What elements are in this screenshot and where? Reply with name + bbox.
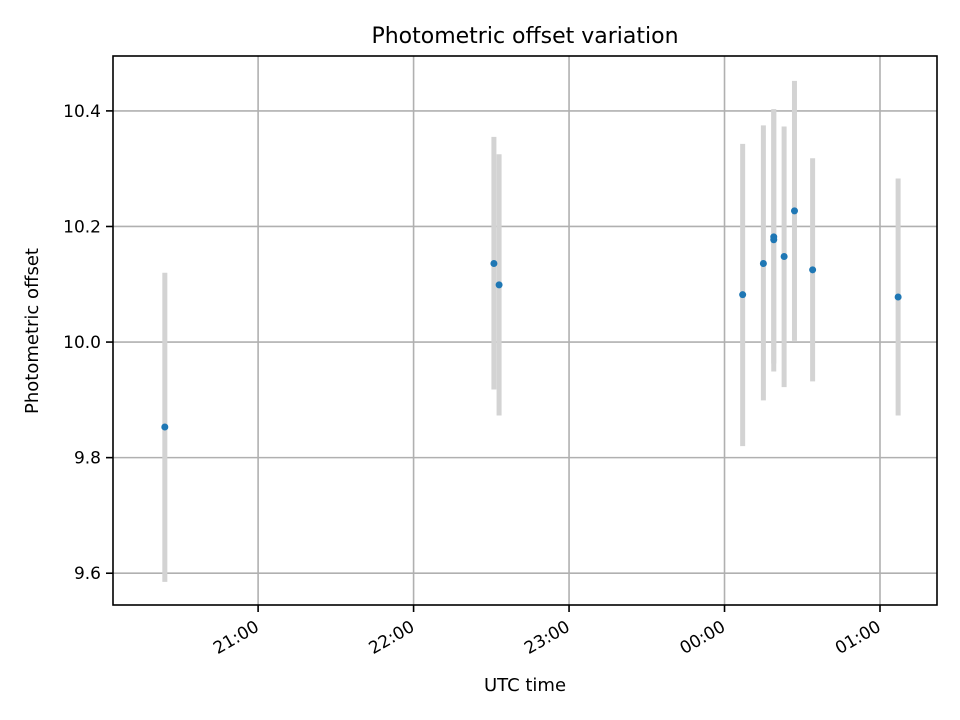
data-point bbox=[894, 293, 902, 301]
y-axis-ticks: 9.6 9.8 10.0 10.2 10.4 bbox=[63, 102, 113, 584]
data-point bbox=[790, 207, 798, 215]
data-point bbox=[739, 291, 747, 299]
plot-frame bbox=[112, 55, 938, 606]
x-axis-label: UTC time bbox=[484, 675, 566, 696]
x-tick-label: 00:00 bbox=[677, 617, 729, 659]
y-axis-label: Photometric offset bbox=[22, 248, 43, 414]
data-point bbox=[770, 233, 778, 241]
y-tick-label: 9.8 bbox=[74, 449, 101, 469]
y-tick-label: 9.6 bbox=[74, 564, 101, 584]
y-tick-label: 10.0 bbox=[63, 333, 101, 353]
x-tick-label: 21:00 bbox=[210, 617, 262, 659]
x-tick-label: 22:00 bbox=[366, 617, 418, 659]
data-point bbox=[495, 281, 503, 289]
data-point bbox=[780, 253, 788, 261]
grid-lines bbox=[113, 56, 937, 605]
x-tick-label: 01:00 bbox=[832, 617, 884, 659]
x-axis-ticks: 21:00 22:00 23:00 00:00 01:00 bbox=[210, 605, 884, 659]
chart-title: Photometric offset variation bbox=[371, 24, 678, 49]
y-tick-label: 10.2 bbox=[63, 217, 101, 237]
x-tick-label: 23:00 bbox=[521, 617, 573, 659]
data-point bbox=[161, 423, 169, 431]
y-tick-label: 10.4 bbox=[63, 102, 101, 122]
data-points bbox=[161, 207, 902, 431]
data-point bbox=[759, 259, 767, 267]
error-bars bbox=[162, 80, 901, 582]
data-point bbox=[490, 259, 498, 267]
data-point bbox=[809, 266, 817, 274]
